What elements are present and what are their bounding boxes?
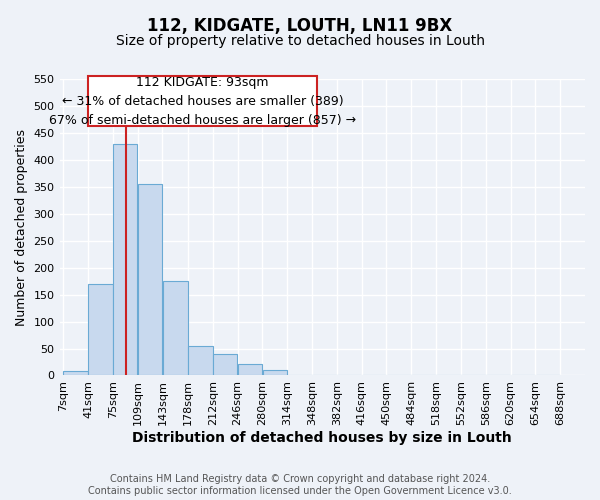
Bar xyxy=(536,375,560,376)
Bar xyxy=(213,354,238,376)
Bar xyxy=(188,346,212,376)
Bar xyxy=(113,144,137,376)
Y-axis label: Number of detached properties: Number of detached properties xyxy=(15,128,28,326)
Text: 112, KIDGATE, LOUTH, LN11 9BX: 112, KIDGATE, LOUTH, LN11 9BX xyxy=(148,18,452,36)
Text: Size of property relative to detached houses in Louth: Size of property relative to detached ho… xyxy=(115,34,485,48)
X-axis label: Distribution of detached houses by size in Louth: Distribution of detached houses by size … xyxy=(133,431,512,445)
Bar xyxy=(386,375,411,376)
Bar xyxy=(88,76,317,126)
Bar xyxy=(88,284,113,376)
Bar xyxy=(263,370,287,376)
Bar xyxy=(511,375,535,376)
Bar xyxy=(64,371,88,376)
Text: Contains HM Land Registry data © Crown copyright and database right 2024.: Contains HM Land Registry data © Crown c… xyxy=(110,474,490,484)
Text: 112 KIDGATE: 93sqm
← 31% of detached houses are smaller (389)
67% of semi-detach: 112 KIDGATE: 93sqm ← 31% of detached hou… xyxy=(49,76,356,127)
Text: Contains public sector information licensed under the Open Government Licence v3: Contains public sector information licen… xyxy=(88,486,512,496)
Bar xyxy=(138,184,162,376)
Bar xyxy=(163,281,188,376)
Bar xyxy=(238,364,262,376)
